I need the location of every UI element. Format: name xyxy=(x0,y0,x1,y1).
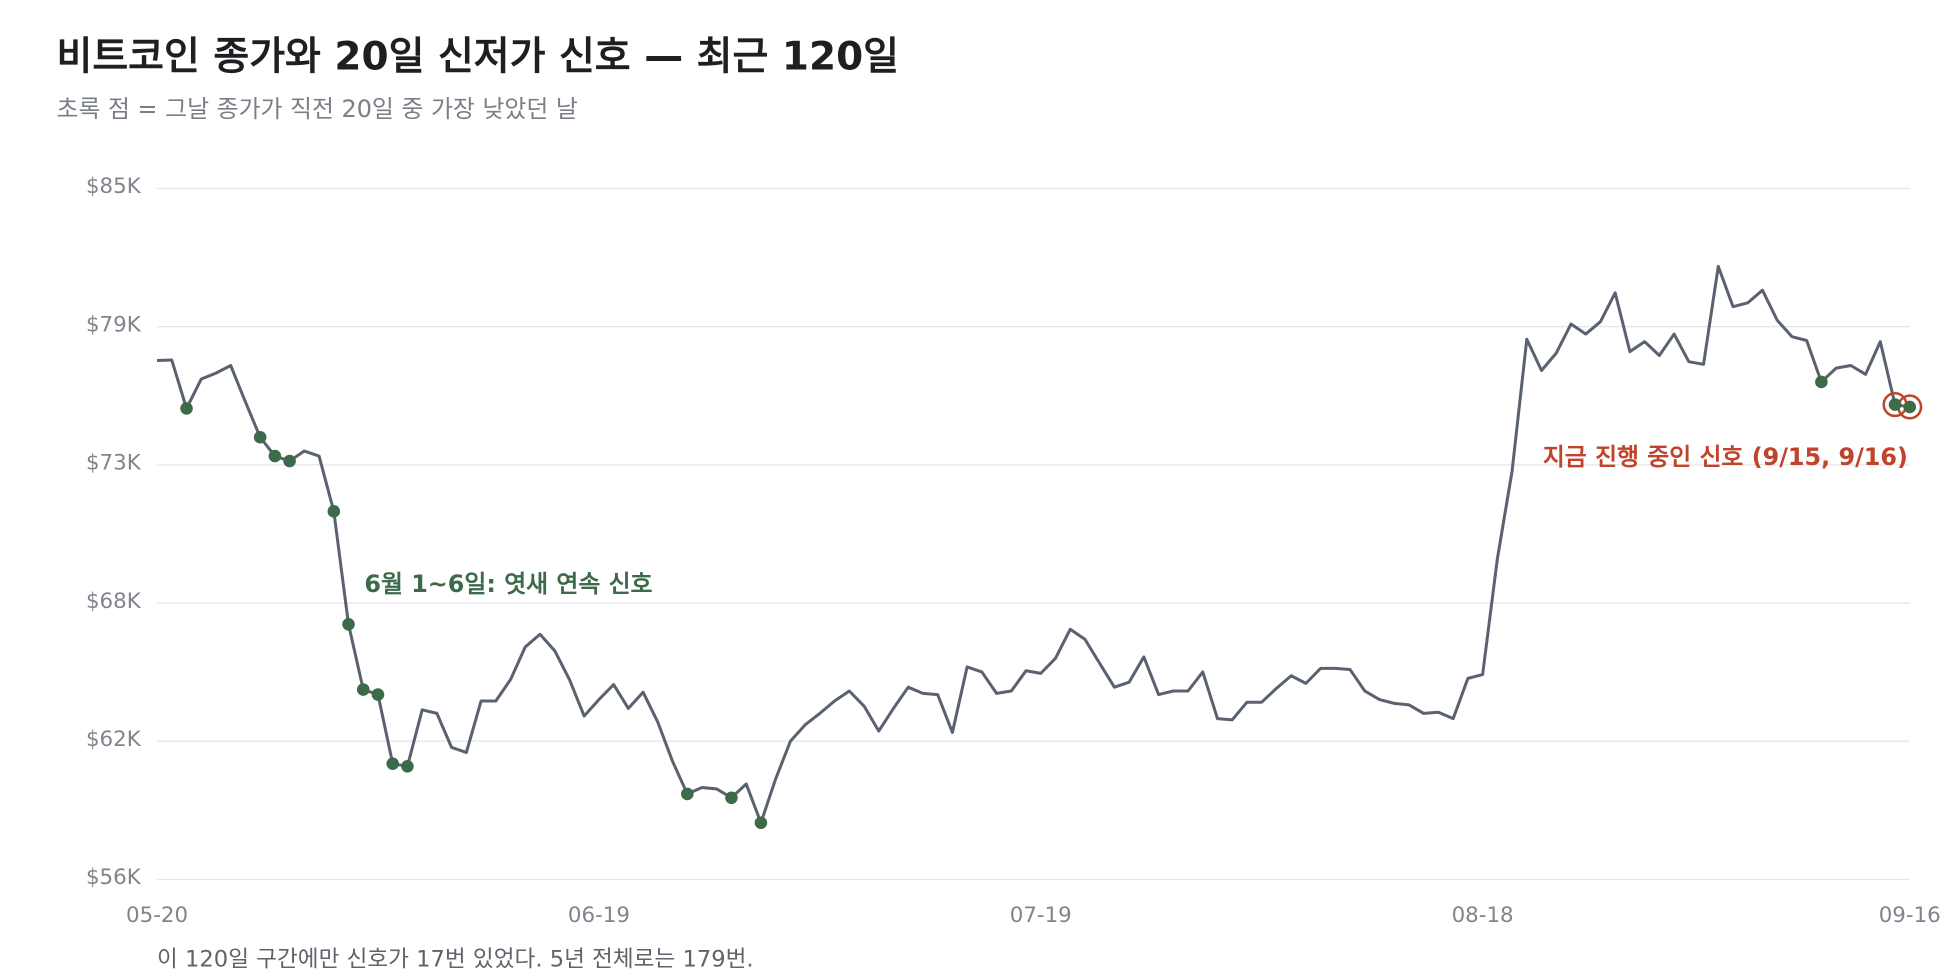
annotation: 6월 1~6일: 엿새 연속 신호 xyxy=(364,570,652,598)
signal-dot xyxy=(253,430,267,444)
y-tick-label: $56K xyxy=(86,865,142,890)
chart-subtitle: 초록 점 = 그날 종가가 직전 20일 중 가장 낮았던 날 xyxy=(57,95,578,123)
signal-dot xyxy=(1903,400,1917,414)
signal-dot xyxy=(327,505,341,518)
signal-dot xyxy=(342,618,355,631)
y-tick-label: $73K xyxy=(86,451,142,476)
x-tick-label: 05-20 xyxy=(126,903,188,928)
x-tick-label: 07-19 xyxy=(1010,903,1072,928)
footnote: 이 120일 구간에만 신호가 17번 있었다. 5년 전체로는 179번. xyxy=(157,946,754,972)
signal-dot xyxy=(401,760,414,773)
x-tick-label: 08-18 xyxy=(1452,903,1514,928)
grid-layer: $56K $62K $68K $73K $79K $85K 05-20 06-19 07-19 0… xyxy=(86,174,1941,928)
signal-dot xyxy=(180,402,193,415)
x-tick-label: 06-19 xyxy=(568,903,630,928)
signal-dot xyxy=(1888,398,1902,411)
y-tick-label: $68K xyxy=(86,589,142,614)
y-tick-label: $62K xyxy=(86,727,142,752)
y-tick-label: $85K xyxy=(86,174,142,199)
signal-dot xyxy=(754,816,768,830)
signal-dot xyxy=(356,683,370,696)
annotation: 지금 진행 중인 신호 (9/15, 9/16) xyxy=(1543,443,1908,471)
signal-dot xyxy=(371,688,385,701)
signal-dot xyxy=(386,757,399,770)
signal-dot xyxy=(268,449,282,463)
y-tick-label: $79K xyxy=(86,312,142,337)
signal-dot xyxy=(283,454,296,468)
signal-dot xyxy=(725,791,738,805)
x-tick-label: 09-16 xyxy=(1879,903,1941,928)
price-line xyxy=(157,264,1910,825)
signal-dot xyxy=(1815,375,1828,389)
chart-title: 비트코인 종가와 20일 신저가 신호 — 최근 120일 xyxy=(57,35,899,80)
signal-dot xyxy=(680,787,694,801)
